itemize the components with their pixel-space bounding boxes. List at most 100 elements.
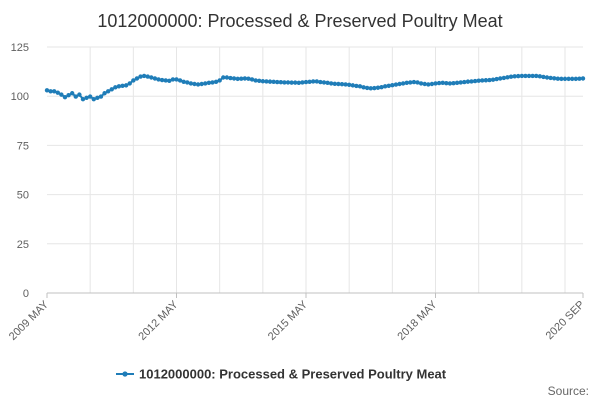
data-point[interactable] bbox=[573, 76, 579, 82]
data-point[interactable] bbox=[498, 76, 503, 81]
data-point[interactable] bbox=[476, 78, 481, 83]
data-point[interactable] bbox=[271, 79, 276, 85]
data-point[interactable] bbox=[231, 76, 237, 81]
data-point[interactable] bbox=[397, 81, 402, 87]
data-point[interactable] bbox=[555, 76, 561, 81]
data-point[interactable] bbox=[336, 81, 341, 87]
data-point[interactable] bbox=[127, 81, 132, 86]
data-point[interactable] bbox=[328, 81, 334, 86]
data-point[interactable] bbox=[278, 80, 284, 85]
data-point[interactable] bbox=[505, 75, 510, 80]
data-point[interactable] bbox=[84, 95, 89, 100]
data-point[interactable] bbox=[458, 80, 463, 85]
data-point[interactable] bbox=[235, 76, 240, 82]
data-point[interactable] bbox=[66, 93, 71, 98]
data-point[interactable] bbox=[361, 85, 366, 90]
data-point[interactable] bbox=[408, 80, 413, 85]
data-point[interactable] bbox=[242, 76, 248, 81]
data-point[interactable] bbox=[465, 79, 471, 84]
data-point[interactable] bbox=[188, 81, 194, 86]
data-point[interactable] bbox=[282, 80, 287, 85]
data-point[interactable] bbox=[516, 73, 521, 79]
data-point[interactable] bbox=[123, 83, 129, 88]
data-point[interactable] bbox=[577, 76, 582, 81]
data-point[interactable] bbox=[134, 76, 140, 81]
data-point[interactable] bbox=[246, 76, 251, 81]
data-point[interactable] bbox=[350, 83, 355, 88]
data-point[interactable] bbox=[120, 83, 125, 88]
data-point[interactable] bbox=[195, 82, 201, 87]
data-point[interactable] bbox=[109, 87, 114, 92]
data-point[interactable] bbox=[372, 85, 377, 91]
data-point[interactable] bbox=[267, 79, 273, 84]
data-point[interactable] bbox=[332, 81, 337, 87]
data-point[interactable] bbox=[275, 79, 280, 85]
data-point[interactable] bbox=[368, 86, 373, 91]
data-point[interactable] bbox=[480, 78, 485, 83]
data-point[interactable] bbox=[199, 81, 204, 87]
data-point[interactable] bbox=[559, 76, 564, 82]
data-point[interactable] bbox=[426, 82, 431, 87]
data-point[interactable] bbox=[73, 94, 78, 99]
data-point[interactable] bbox=[48, 89, 53, 94]
data-point[interactable] bbox=[293, 80, 298, 85]
data-point[interactable] bbox=[44, 88, 50, 93]
data-point[interactable] bbox=[149, 75, 154, 80]
data-point[interactable] bbox=[379, 84, 384, 90]
data-point[interactable] bbox=[494, 76, 499, 82]
data-point[interactable] bbox=[203, 81, 208, 86]
data-point[interactable] bbox=[534, 73, 539, 79]
data-point[interactable] bbox=[447, 81, 453, 86]
data-point[interactable] bbox=[213, 79, 219, 85]
data-point[interactable] bbox=[375, 85, 381, 90]
data-point[interactable] bbox=[102, 91, 107, 96]
data-point[interactable] bbox=[91, 96, 96, 102]
data-point[interactable] bbox=[249, 77, 255, 82]
data-point[interactable] bbox=[228, 75, 233, 81]
data-point[interactable] bbox=[131, 78, 136, 83]
data-point[interactable] bbox=[519, 73, 525, 79]
data-point[interactable] bbox=[185, 80, 190, 85]
data-point[interactable] bbox=[141, 73, 147, 79]
data-point[interactable] bbox=[386, 83, 391, 88]
data-point[interactable] bbox=[260, 79, 266, 84]
data-point[interactable] bbox=[239, 76, 244, 81]
data-point[interactable] bbox=[105, 89, 111, 94]
data-point[interactable] bbox=[440, 80, 445, 86]
data-point[interactable] bbox=[490, 77, 496, 82]
data-point[interactable] bbox=[436, 80, 442, 86]
data-point[interactable] bbox=[77, 92, 82, 97]
data-point[interactable] bbox=[570, 76, 575, 82]
data-point[interactable] bbox=[321, 80, 327, 85]
data-point[interactable] bbox=[444, 81, 449, 86]
data-point[interactable] bbox=[307, 79, 312, 85]
data-point[interactable] bbox=[113, 85, 118, 90]
data-point[interactable] bbox=[116, 84, 122, 89]
data-point[interactable] bbox=[501, 75, 507, 81]
data-point[interactable] bbox=[167, 78, 172, 84]
data-point[interactable] bbox=[487, 77, 492, 83]
data-point[interactable] bbox=[512, 74, 517, 79]
data-point[interactable] bbox=[59, 92, 64, 97]
data-point[interactable] bbox=[51, 89, 57, 94]
data-point[interactable] bbox=[354, 83, 359, 89]
data-point[interactable] bbox=[451, 81, 456, 86]
data-point[interactable] bbox=[145, 74, 150, 79]
data-point[interactable] bbox=[296, 80, 302, 86]
data-point[interactable] bbox=[257, 78, 262, 84]
data-point[interactable] bbox=[224, 75, 230, 80]
data-point[interactable] bbox=[390, 82, 395, 88]
data-point[interactable] bbox=[192, 81, 197, 87]
data-point[interactable] bbox=[174, 77, 179, 82]
data-point[interactable] bbox=[544, 75, 550, 80]
data-point[interactable] bbox=[285, 80, 291, 85]
data-point[interactable] bbox=[217, 78, 222, 83]
data-point[interactable] bbox=[314, 79, 319, 84]
data-point[interactable] bbox=[580, 76, 586, 81]
data-point[interactable] bbox=[318, 79, 323, 85]
data-point[interactable] bbox=[393, 82, 399, 87]
data-point[interactable] bbox=[469, 79, 474, 84]
data-point[interactable] bbox=[382, 84, 388, 89]
data-point[interactable] bbox=[98, 94, 104, 99]
data-point[interactable] bbox=[508, 74, 514, 79]
